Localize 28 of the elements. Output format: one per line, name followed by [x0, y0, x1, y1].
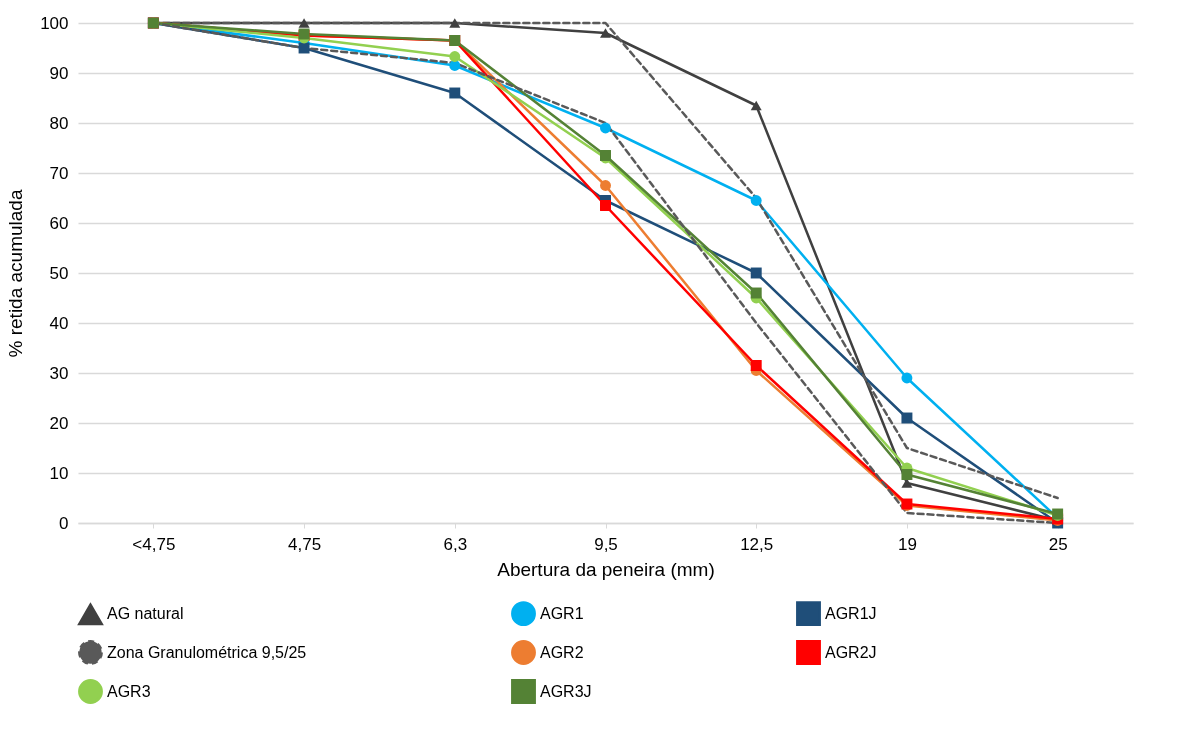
legend-label: AG natural [107, 605, 184, 623]
legend-label: AGR1 [540, 604, 584, 622]
y-tick-label: 40 [49, 313, 69, 333]
legend-label: AGR2J [825, 643, 877, 661]
x-tick-label: 9,5 [594, 534, 618, 554]
legend-label: Zona Granulométrica 9,5/25 [107, 643, 307, 661]
x-axis-title: Abertura da peneira (mm) [497, 558, 715, 580]
y-tick-label: 80 [49, 113, 69, 133]
y-tick-label: 50 [49, 263, 69, 283]
y-tick-label: 60 [49, 213, 69, 233]
x-tick-label: 6,3 [443, 534, 468, 554]
y-tick-label: 100 [40, 13, 69, 33]
legend-label: AGR3J [540, 682, 592, 700]
y-tick-label: 10 [49, 463, 69, 483]
y-tick-label: 90 [49, 63, 69, 83]
x-tick-label: 4,75 [288, 534, 322, 554]
legend-label: AGR3 [107, 682, 151, 700]
legend-label: AGR2 [540, 643, 584, 661]
x-tick-label: 19 [897, 534, 917, 554]
y-tick-label: 30 [49, 363, 69, 383]
y-tick-label: 70 [49, 163, 69, 183]
y-tick-label: 0 [59, 513, 69, 533]
x-tick-label: <4,75 [132, 534, 176, 554]
y-tick-label: 20 [49, 413, 69, 433]
y-axis-title: % retida acumulada [5, 189, 27, 358]
x-tick-label: 12,5 [740, 534, 774, 554]
legend-label: AGR1J [825, 604, 877, 622]
x-tick-label: 25 [1048, 534, 1068, 554]
